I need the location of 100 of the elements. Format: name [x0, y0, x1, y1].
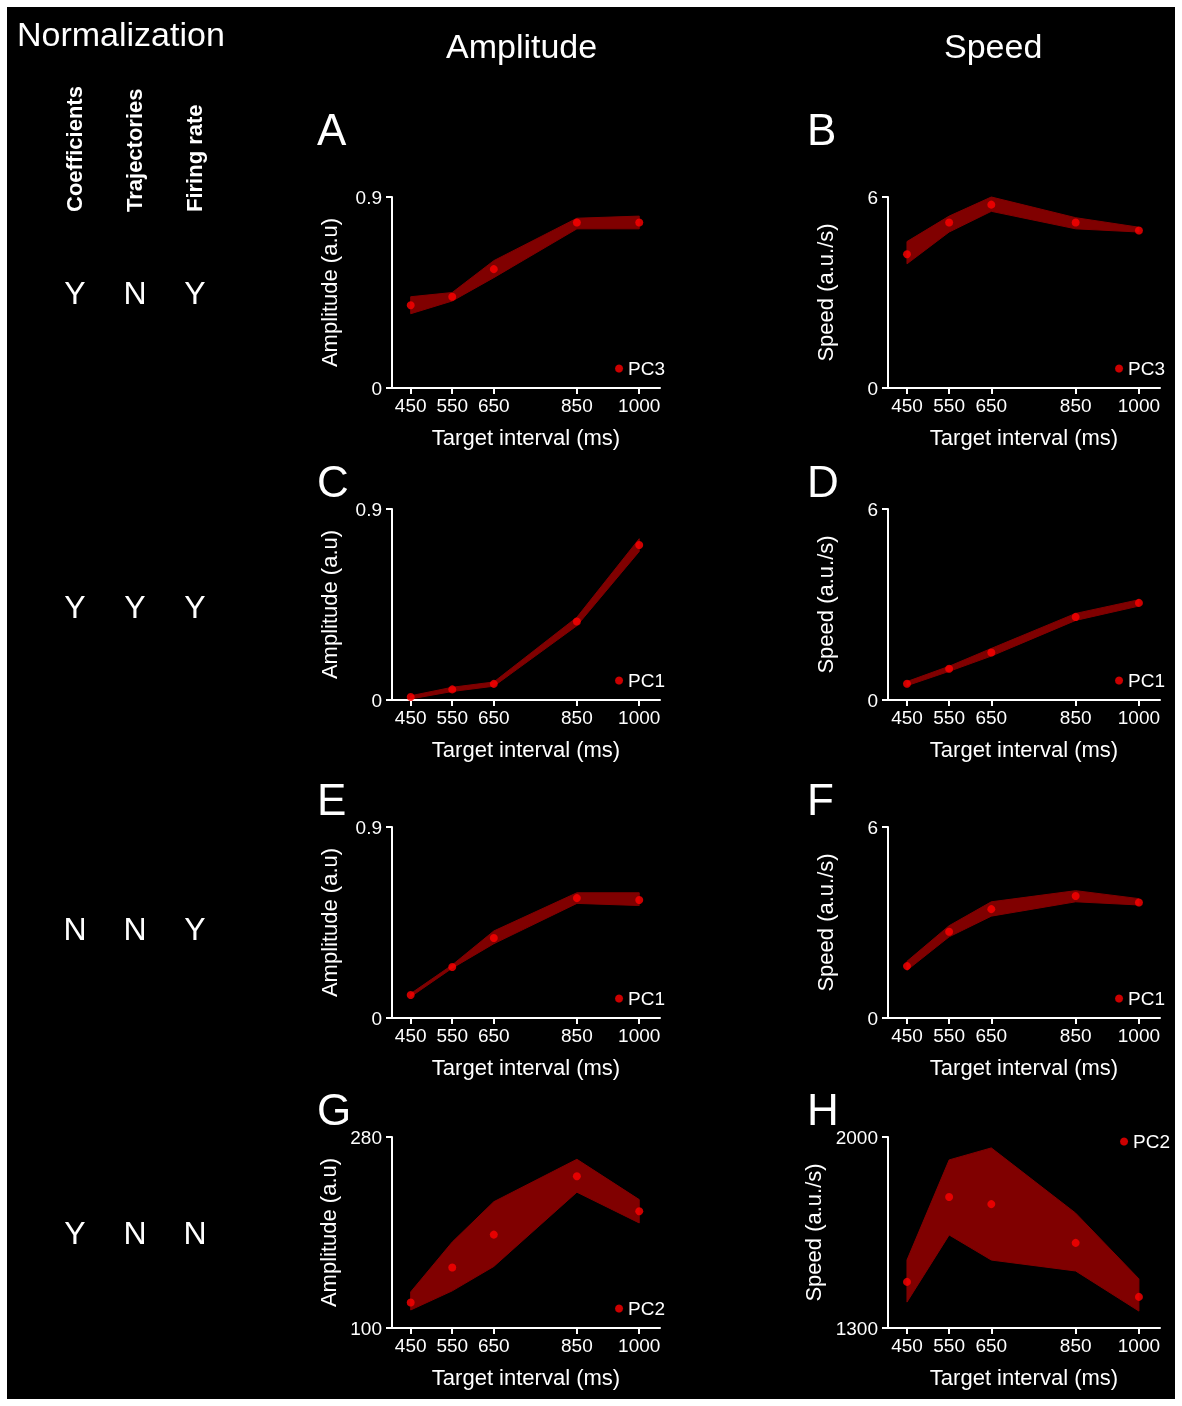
category-label: Firing rate: [182, 104, 208, 212]
point: [1071, 892, 1080, 901]
x-tick-label: 1000: [618, 1025, 661, 1046]
text: Y: [124, 589, 146, 625]
text: Y: [184, 911, 206, 947]
x-tick-label: 550: [933, 1025, 965, 1046]
legend-label: PC2: [628, 1298, 666, 1319]
point: [406, 301, 415, 310]
text: N: [63, 911, 87, 947]
y-tick-label: 0: [371, 689, 382, 711]
point: [448, 685, 457, 694]
legend-label: PC2: [1133, 1131, 1171, 1152]
chart-title: G: [317, 1084, 352, 1134]
y-tick-label: 0: [867, 377, 878, 399]
point: [945, 927, 954, 936]
point: [489, 265, 498, 274]
category-label: Coefficients: [62, 86, 88, 212]
point: [448, 1263, 457, 1272]
x-tick-label: 450: [394, 1335, 427, 1356]
y-tick-label: 0: [371, 1007, 382, 1029]
y-tick-label: 0.9: [355, 816, 382, 838]
x-tick-label: 1000: [1117, 1335, 1161, 1356]
text: Y: [184, 589, 206, 625]
chart-title: F: [807, 774, 834, 824]
legend-label: PC1: [1128, 988, 1166, 1009]
point: [635, 896, 644, 904]
text: Normalization: [17, 15, 225, 54]
x-tick-label: 1000: [1117, 707, 1161, 728]
x-tick-label: 450: [394, 395, 427, 416]
point: [406, 991, 415, 1000]
text: N: [123, 911, 147, 947]
x-axis-title: Target interval (ms): [929, 424, 1119, 450]
legend-label: PC3: [1128, 358, 1166, 379]
point: [987, 1200, 996, 1209]
y-axis-title: Amplitude (a.u): [316, 529, 342, 680]
x-tick-label: 850: [1059, 395, 1092, 416]
text: Y: [64, 589, 86, 625]
x-tick-label: 850: [1059, 707, 1092, 728]
y-tick-label: 6: [867, 498, 878, 520]
x-axis-title: Target interval (ms): [929, 1364, 1119, 1390]
y-tick-label: 6: [867, 816, 878, 838]
x-tick-label: 850: [561, 707, 593, 728]
y-tick-label: 0.9: [355, 186, 382, 208]
category-label: Trajectories: [122, 88, 148, 212]
legend-label: PC3: [628, 358, 666, 379]
point: [902, 250, 911, 259]
point: [635, 218, 644, 227]
x-tick-label: 1000: [618, 707, 661, 728]
point: [987, 905, 996, 914]
y-tick-label: 0: [867, 1007, 878, 1029]
text: Y: [184, 275, 206, 311]
point: [406, 693, 415, 702]
y-axis-title: Speed (a.u./s): [812, 853, 838, 992]
x-tick-label: 850: [1059, 1025, 1092, 1046]
x-tick-label: 850: [561, 395, 593, 416]
point: [987, 648, 996, 657]
chart-title: E: [317, 774, 347, 824]
y-tick-label: 2000: [835, 1126, 878, 1148]
y-axis-title: Amplitude (a.u): [316, 217, 342, 368]
chart-title: B: [807, 104, 837, 154]
y-axis-title: Speed (a.u./s): [812, 223, 838, 362]
chart-title: D: [807, 456, 839, 506]
x-tick-label: 450: [891, 1025, 923, 1046]
x-tick-label: 550: [933, 707, 965, 728]
legend-label: PC1: [628, 988, 666, 1009]
x-tick-label: 650: [477, 395, 510, 416]
x-tick-label: 550: [436, 1335, 469, 1356]
point: [1134, 226, 1143, 235]
x-tick-label: 650: [975, 1335, 1008, 1356]
x-axis-title: Target interval (ms): [929, 736, 1119, 762]
x-tick-label: 650: [975, 1025, 1008, 1046]
text: N: [183, 1215, 207, 1251]
x-tick-label: 1000: [1117, 395, 1161, 416]
y-tick-label: 0: [867, 689, 878, 711]
point: [1134, 598, 1143, 607]
x-tick-label: 550: [933, 395, 965, 416]
y-tick-label: 6: [867, 186, 878, 208]
text: Y: [64, 1215, 86, 1251]
y-axis-title: Speed (a.u./s): [812, 535, 838, 674]
x-tick-label: 450: [891, 707, 923, 728]
y-tick-label: 0: [371, 377, 382, 399]
x-tick-label: 450: [891, 395, 923, 416]
y-axis-title: Amplitude (a.u): [315, 1157, 341, 1308]
point: [572, 218, 581, 227]
point: [987, 200, 996, 209]
point: [902, 1277, 911, 1286]
point: [572, 617, 581, 626]
point: [1134, 1292, 1143, 1301]
x-tick-label: 1000: [618, 1335, 661, 1356]
x-tick-label: 550: [436, 1025, 469, 1046]
text: Speed: [944, 27, 1043, 65]
point: [945, 1193, 954, 1202]
x-tick-label: 450: [891, 1335, 923, 1356]
x-axis-title: Target interval (ms): [929, 1054, 1119, 1080]
y-tick-label: 0.9: [355, 498, 382, 520]
x-axis-title: Target interval (ms): [431, 736, 621, 762]
x-tick-label: 450: [394, 707, 427, 728]
text: Amplitude: [446, 27, 598, 65]
text: N: [123, 1215, 147, 1251]
x-tick-label: 650: [477, 1335, 510, 1356]
